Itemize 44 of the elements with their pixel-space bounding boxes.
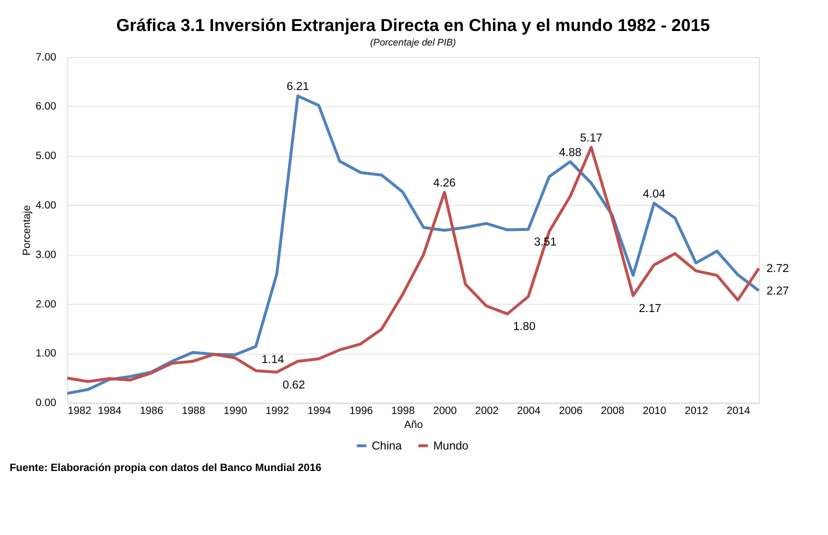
chart-title: Gráfica 3.1 Inversión Extranjera Directa en China y el mundo 1982 - 2015 <box>116 15 710 36</box>
data-label: 2.27 <box>766 285 789 298</box>
x-tick-label: 1994 <box>307 404 332 417</box>
y-tick-label: 2.00 <box>36 298 56 310</box>
x-tick-label: 1988 <box>182 404 206 417</box>
x-tick-label: 2000 <box>433 404 457 417</box>
x-tick-label: 1998 <box>391 404 415 417</box>
data-label: 0.62 <box>282 379 305 392</box>
x-tick-label: 2002 <box>475 404 499 417</box>
x-tick-label: 1992 <box>266 404 290 417</box>
data-label: 5.17 <box>580 132 602 145</box>
x-tick-label: 2012 <box>684 404 708 417</box>
x-tick-label: 2008 <box>600 404 624 417</box>
x-tick-label: 2010 <box>642 404 666 417</box>
legend-label: China <box>372 440 402 453</box>
data-label: 1.80 <box>513 321 536 334</box>
data-label: 4.26 <box>433 178 456 190</box>
x-tick-label: 1986 <box>140 404 164 417</box>
y-axis-title: Porcentaje <box>20 205 33 256</box>
data-label: 4.88 <box>559 146 582 159</box>
x-tick-label: 1996 <box>349 404 373 417</box>
x-tick-label: 1982 <box>68 404 92 417</box>
y-tick-label: 1.00 <box>36 348 56 360</box>
data-label: 2.72 <box>766 263 789 276</box>
y-tick-label: 3.00 <box>36 248 56 261</box>
y-tick-label: 4.00 <box>36 200 56 212</box>
x-tick-label: 2014 <box>726 404 750 417</box>
line-series <box>66 94 760 395</box>
data-label: 4.04 <box>642 188 666 200</box>
y-tick-label: 6.00 <box>36 100 56 113</box>
x-tick-label: 2006 <box>558 404 583 417</box>
x-tick-label: 1984 <box>98 404 122 417</box>
data-label: 1.14 <box>262 354 285 366</box>
data-label: 2.17 <box>638 302 662 315</box>
chart-subtitle: (Porcentaje del PIB) <box>370 37 456 48</box>
y-tick-label: 5.00 <box>36 150 56 162</box>
y-tick-label: 0.00 <box>36 397 56 410</box>
source-note: Fuente: Elaboración propia con datos del Banco Mundial 2016 <box>10 462 322 474</box>
x-tick-label: 2004 <box>517 404 541 417</box>
data-label: 6.21 <box>286 81 309 94</box>
legend-label: Mundo <box>433 440 468 453</box>
x-axis-title: Año <box>404 419 424 432</box>
y-tick-label: 7.00 <box>36 51 56 64</box>
x-tick-label: 1990 <box>224 404 248 417</box>
